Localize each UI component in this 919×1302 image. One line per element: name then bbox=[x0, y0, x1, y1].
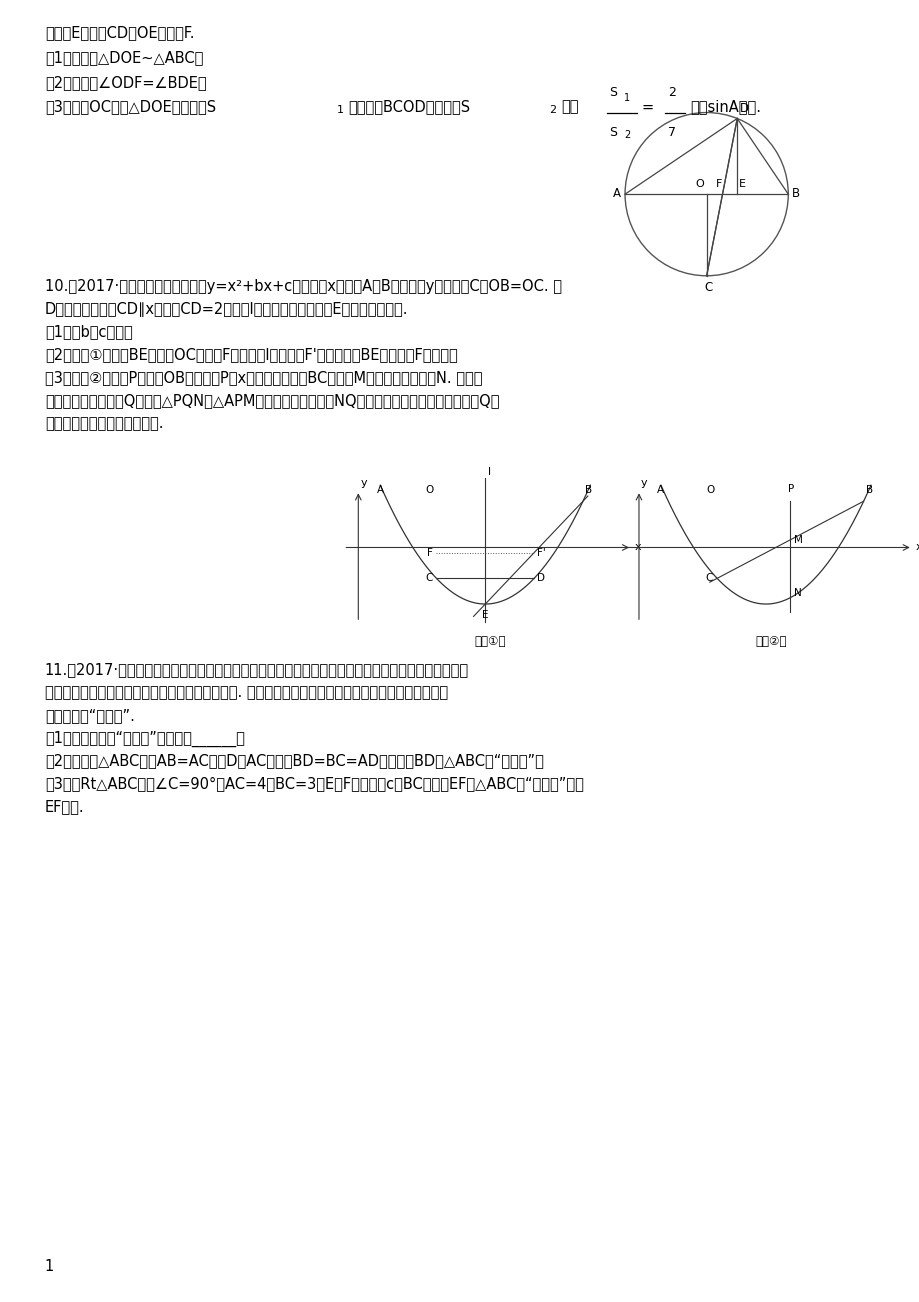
Text: S: S bbox=[608, 126, 617, 139]
Text: （1）等边三角形“内似线”的条数为______；: （1）等边三角形“内似线”的条数为______； bbox=[45, 730, 244, 747]
Text: N: N bbox=[793, 587, 801, 598]
Text: ，四边形BCOD的面积为S: ，四边形BCOD的面积为S bbox=[348, 100, 470, 115]
Text: 1: 1 bbox=[45, 1259, 54, 1275]
Text: P: P bbox=[788, 484, 794, 495]
Text: 2: 2 bbox=[549, 104, 556, 115]
Text: B: B bbox=[865, 486, 872, 495]
Text: ，若: ，若 bbox=[561, 100, 578, 115]
Text: （2）如图①，连接BE，线段OC上的点F关于直线l的对称点F'恰好在线段BE上，求点F的坐标；: （2）如图①，连接BE，线段OC上的点F关于直线l的对称点F'恰好在线段BE上，… bbox=[45, 348, 457, 362]
Text: （1）求证：△DOE∼△ABC；: （1）求证：△DOE∼△ABC； bbox=[45, 49, 203, 65]
Text: ，求sinA的值.: ，求sinA的值. bbox=[690, 100, 761, 115]
Text: 1: 1 bbox=[623, 92, 630, 103]
Text: （1）求b、c的值；: （1）求b、c的值； bbox=[45, 324, 132, 340]
Text: EF的长.: EF的长. bbox=[45, 799, 85, 814]
Text: l: l bbox=[488, 467, 491, 477]
Text: A: A bbox=[656, 486, 664, 495]
Text: F': F' bbox=[537, 548, 545, 557]
Text: F: F bbox=[426, 548, 432, 557]
Text: B: B bbox=[791, 186, 800, 199]
Text: 2: 2 bbox=[667, 86, 675, 99]
Text: 11.（2017·南通）我们知道，三角形的内心是三条角平分线的交点，过三角形内心的一条直线与两边相: 11.（2017·南通）我们知道，三角形的内心是三条角平分线的交点，过三角形内心… bbox=[45, 661, 469, 677]
Text: M: M bbox=[793, 535, 802, 544]
Text: （3）连接OC，设△DOE的面积为S: （3）连接OC，设△DOE的面积为S bbox=[45, 100, 216, 115]
Text: 抛物线上是否存在点Q，使得△PQN与△APM的面积相等，且线段NQ的长度最小？如果存在，求出点Q的: 抛物线上是否存在点Q，使得△PQN与△APM的面积相等，且线段NQ的长度最小？如… bbox=[45, 393, 499, 409]
Text: C: C bbox=[704, 281, 712, 294]
Text: E: E bbox=[739, 180, 745, 189]
Text: D在函数图象上，CD∥x轴，且CD=2，直线l是抛物线的对称轴，E是抛物线的顶点.: D在函数图象上，CD∥x轴，且CD=2，直线l是抛物线的对称轴，E是抛物线的顶点… bbox=[45, 302, 408, 316]
Text: E: E bbox=[482, 611, 488, 620]
Text: 交，两交点之间的线段把这个三角形分成两个图形. 若有一个图形与原三角形相似，则把这条线段叫做这: 交，两交点之间的线段把这个三角形分成两个图形. 若有一个图形与原三角形相似，则把… bbox=[45, 685, 448, 700]
Text: （2）如图，△ABC中，AB=AC，点D在AC上，且BD=BC=AD，求证：BD是△ABC的“内似线”；: （2）如图，△ABC中，AB=AC，点D在AC上，且BD=BC=AD，求证：BD… bbox=[45, 754, 543, 768]
Text: 10.（2017·苏州）如图，二次函数y=x²+bx+c的图象与x轴交于A、B两点，与y轴交于点C，OB=OC. 点: 10.（2017·苏州）如图，二次函数y=x²+bx+c的图象与x轴交于A、B两… bbox=[45, 279, 562, 294]
Text: x: x bbox=[914, 543, 919, 552]
Text: B: B bbox=[584, 486, 592, 495]
Text: x: x bbox=[634, 543, 641, 552]
Text: y: y bbox=[360, 478, 367, 488]
Text: （3）如图②，动点P在线段OB上，过点P作x轴的垂线分别与BC交于点M，与抛物线交于点N. 试问：: （3）如图②，动点P在线段OB上，过点P作x轴的垂线分别与BC交于点M，与抛物线… bbox=[45, 370, 482, 385]
Text: A: A bbox=[376, 486, 383, 495]
Text: O: O bbox=[694, 180, 703, 189]
Text: （图②）: （图②） bbox=[754, 634, 786, 647]
Text: 7: 7 bbox=[667, 126, 675, 139]
Text: （图①）: （图①） bbox=[474, 634, 505, 647]
Text: 2: 2 bbox=[623, 130, 630, 141]
Text: 垂足为E，连接CD交OE边于点F.: 垂足为E，连接CD交OE边于点F. bbox=[45, 25, 194, 40]
Text: D: D bbox=[740, 102, 749, 115]
Text: C: C bbox=[705, 573, 712, 583]
Text: D: D bbox=[537, 573, 545, 583]
Text: 坐标；如果不存在，说明理由.: 坐标；如果不存在，说明理由. bbox=[45, 417, 163, 431]
Text: A: A bbox=[612, 186, 620, 199]
Text: O: O bbox=[425, 486, 433, 495]
Text: 1: 1 bbox=[336, 104, 343, 115]
Text: （2）求证：∠ODF=∠BDE；: （2）求证：∠ODF=∠BDE； bbox=[45, 74, 206, 90]
Text: =: = bbox=[641, 100, 653, 115]
Text: 个三角形的“内似线”.: 个三角形的“内似线”. bbox=[45, 708, 134, 723]
Text: C: C bbox=[425, 573, 432, 583]
Text: S: S bbox=[608, 86, 617, 99]
Text: y: y bbox=[641, 478, 647, 488]
Text: O: O bbox=[705, 486, 713, 495]
Text: （3）在Rt△ABC中，∠C=90°，AC=4，BC=3，E、F分别在辺c、BC上，且EF是△ABC的“内似线”，求: （3）在Rt△ABC中，∠C=90°，AC=4，BC=3，E、F分别在辺c、BC… bbox=[45, 776, 583, 792]
Text: F: F bbox=[716, 180, 721, 189]
